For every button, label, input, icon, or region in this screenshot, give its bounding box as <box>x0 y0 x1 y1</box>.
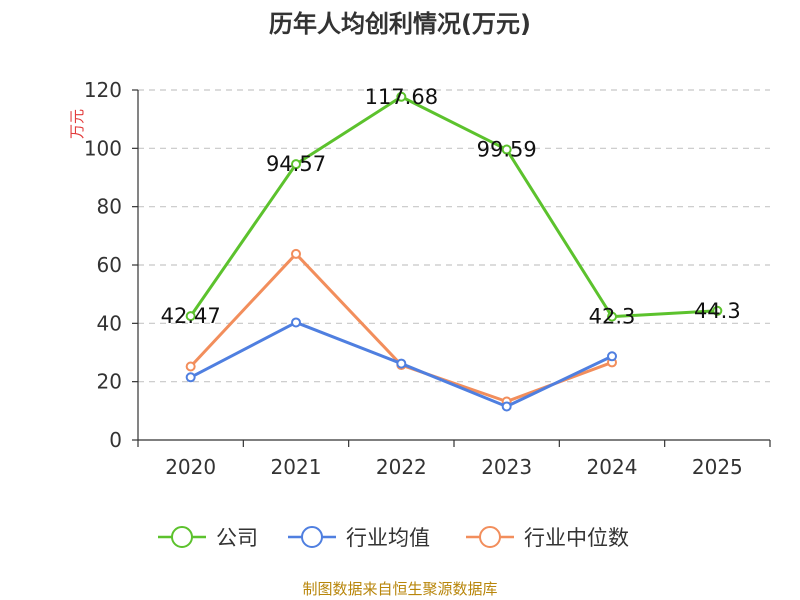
y-tick-label: 100 <box>84 136 122 160</box>
x-tick-label: 2021 <box>271 455 322 479</box>
legend-item-2: 行业中位数 <box>466 526 629 550</box>
data-label: 94.57 <box>266 152 326 176</box>
data-point <box>501 144 512 155</box>
data-label: 42.47 <box>161 304 221 328</box>
legend-label: 行业均值 <box>346 526 430 550</box>
grid-lines <box>138 89 770 383</box>
data-point <box>185 361 196 372</box>
data-point <box>291 317 301 328</box>
axes: 0 20 40 60 80 100 120 2020 2021 2022 2023 2024 2025 <box>84 78 771 479</box>
data-point <box>712 305 723 316</box>
data-point <box>396 358 407 369</box>
x-tick-label: 2025 <box>692 455 743 479</box>
legend-swatch-marker <box>301 526 323 548</box>
data-label: 117.68 <box>365 85 438 109</box>
legend: 公司 行业均值 行业中位数 <box>158 526 629 550</box>
data-point <box>291 159 301 170</box>
legend-item-1: 行业均值 <box>288 526 430 550</box>
legend-label: 公司 <box>216 526 258 550</box>
data-label: 44.3 <box>694 299 741 323</box>
series-lines <box>185 91 723 412</box>
series-line-2 <box>189 252 614 403</box>
y-tick-label: 120 <box>84 78 122 102</box>
data-point <box>185 372 196 383</box>
y-tick-label: 40 <box>97 311 122 335</box>
legend-label: 行业中位数 <box>524 526 629 550</box>
legend-swatch-marker <box>479 526 501 548</box>
legend-swatch-marker <box>171 526 193 548</box>
source-note: 制图数据来自恒生聚源数据库 <box>302 580 497 598</box>
y-axis-label: 万元 <box>68 109 86 139</box>
y-tick-label: 80 <box>97 195 122 219</box>
data-point <box>501 401 512 412</box>
data-labels: 42.47 94.57 117.68 99.59 42.3 44.3 <box>161 85 741 329</box>
data-label: 42.3 <box>589 305 636 329</box>
y-tick-label: 20 <box>97 370 122 394</box>
x-tick-label: 2022 <box>376 455 427 479</box>
x-tick-label: 2020 <box>165 455 216 479</box>
chart-title: 历年人均创利情况(万元) <box>269 10 531 38</box>
y-tick-label: 0 <box>109 428 122 452</box>
x-tick-label: 2023 <box>481 455 532 479</box>
series-line-0 <box>189 95 719 319</box>
data-label: 99.59 <box>477 138 537 162</box>
data-point <box>607 311 617 322</box>
data-point <box>396 91 407 102</box>
data-point <box>607 351 617 362</box>
data-point <box>185 311 196 322</box>
y-tick-label: 60 <box>97 253 122 277</box>
x-tick-label: 2024 <box>587 455 638 479</box>
legend-item-0: 公司 <box>158 526 258 550</box>
data-point <box>291 248 301 259</box>
